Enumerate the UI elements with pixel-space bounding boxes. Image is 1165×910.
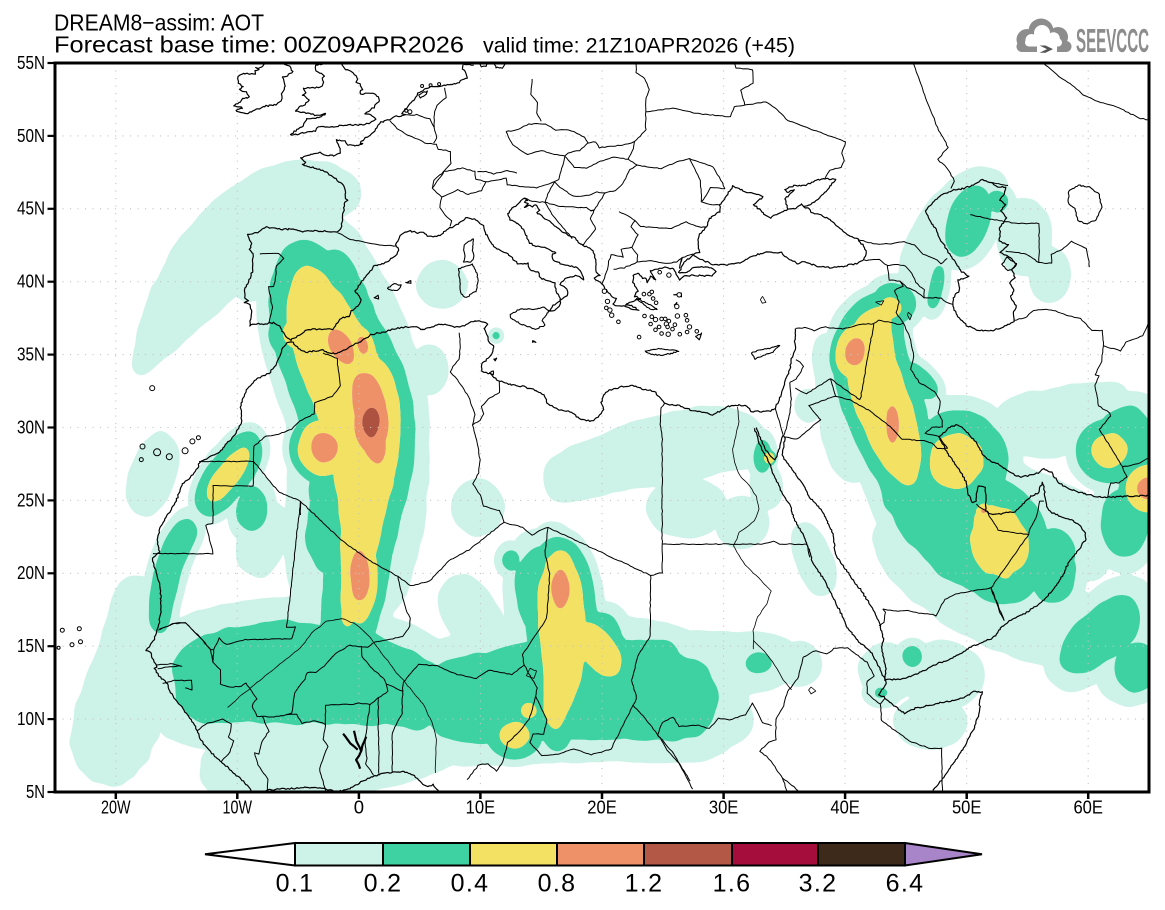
svg-text:35N: 35N — [17, 343, 45, 364]
svg-text:40E: 40E — [830, 797, 860, 818]
svg-text:6.4: 6.4 — [886, 870, 925, 898]
svg-text:10W: 10W — [223, 797, 253, 818]
svg-text:10N: 10N — [17, 708, 45, 729]
svg-text:0: 0 — [354, 797, 364, 818]
svg-text:DREAM8−assim: AOT: DREAM8−assim: AOT — [54, 10, 264, 36]
svg-text:30N: 30N — [17, 416, 45, 437]
svg-text:30E: 30E — [709, 797, 739, 818]
svg-text:10E: 10E — [466, 797, 496, 818]
svg-text:40N: 40N — [17, 271, 45, 292]
svg-text:3.2: 3.2 — [799, 870, 838, 898]
svg-text:1.6: 1.6 — [713, 870, 752, 898]
svg-text:25N: 25N — [17, 489, 45, 510]
svg-text:50N: 50N — [17, 125, 45, 146]
svg-text:45N: 45N — [17, 198, 45, 219]
svg-text:55N: 55N — [17, 52, 45, 73]
svg-text:0.1: 0.1 — [276, 870, 315, 898]
svg-text:20W: 20W — [101, 797, 131, 818]
svg-text:valid time: 21Z10APR2026 (+45): valid time: 21Z10APR2026 (+45) — [483, 34, 795, 58]
svg-text:SEEVCCC: SEEVCCC — [1076, 22, 1149, 59]
svg-text:0.4: 0.4 — [451, 870, 490, 898]
svg-text:50E: 50E — [952, 797, 982, 818]
svg-text:0.8: 0.8 — [538, 870, 577, 898]
svg-text:20E: 20E — [587, 797, 617, 818]
svg-text:60E: 60E — [1073, 797, 1103, 818]
svg-text:0.2: 0.2 — [364, 870, 403, 898]
svg-text:20N: 20N — [17, 562, 45, 583]
svg-text:1.2: 1.2 — [625, 870, 664, 898]
svg-text:5N: 5N — [26, 781, 45, 802]
svg-text:Forecast base time: 00Z09APR20: Forecast base time: 00Z09APR2026 — [54, 32, 464, 58]
svg-text:15N: 15N — [17, 635, 45, 656]
